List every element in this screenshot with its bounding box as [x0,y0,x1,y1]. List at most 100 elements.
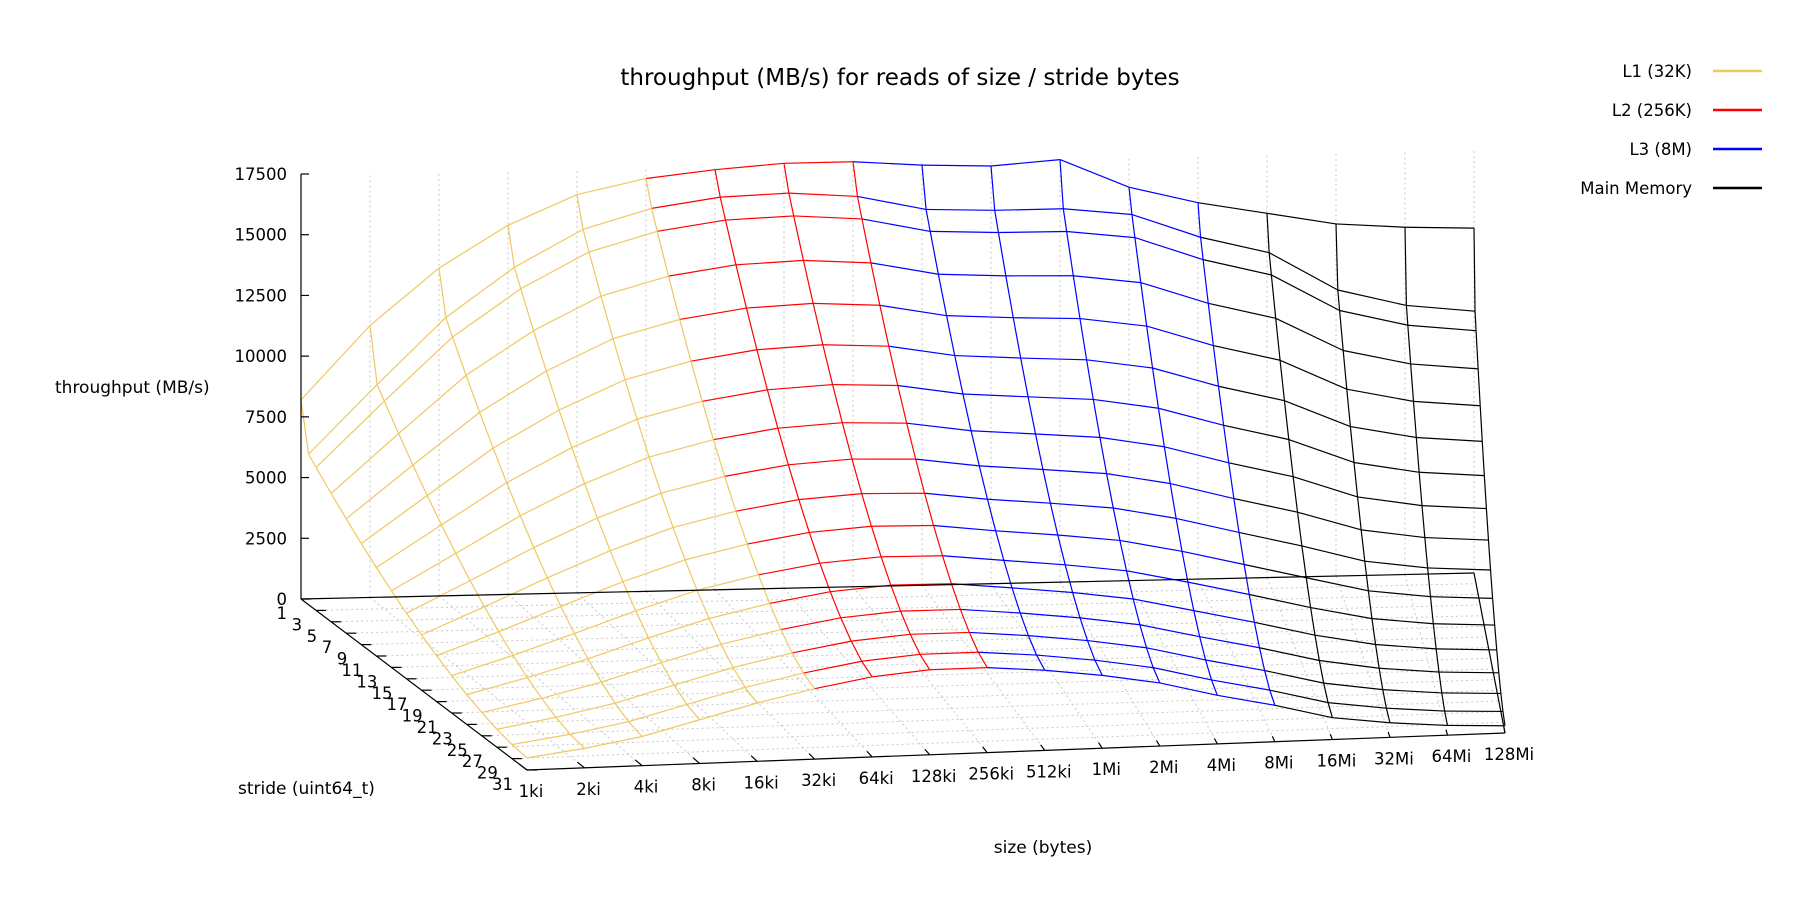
surface-mesh-line [647,637,662,663]
surface-mesh-line [1292,476,1358,498]
surface-mesh-line [651,196,721,209]
axes-layer [300,174,1506,771]
surface-mesh-line [1268,252,1272,275]
surface-mesh-line [879,305,890,347]
surface-mesh-line [1106,473,1171,485]
surface-mesh-line [1259,647,1320,662]
surface-mesh-line [792,640,852,654]
surface-mesh-line [570,721,629,735]
surface-mesh-line [1128,186,1199,204]
surface-mesh-line [1072,591,1134,600]
surface-mesh-line [1496,649,1500,673]
surface-mesh-line [1099,436,1165,448]
surface-mesh-line [1279,359,1348,390]
surface-mesh-line [1092,399,1101,438]
stride-tick-label: 15 [371,684,392,703]
surface-mesh-line [1335,223,1406,228]
surface-mesh-line [712,439,726,477]
surface-mesh-line [1310,606,1373,620]
surface-mesh-line [720,628,782,645]
surface-mesh-line [628,721,643,737]
surface-mesh-line [506,447,573,484]
surface-mesh-line [870,262,881,306]
surface-mesh-line [724,476,737,512]
surface-mesh-line [582,229,590,253]
surface-mesh-line [587,637,649,660]
surface-mesh-line [657,219,726,232]
surface-mesh-line [667,275,681,320]
surface-mesh-line [1494,625,1498,650]
size-tick-mark [519,763,528,771]
surface-mesh-line [492,447,508,483]
surface-mesh-line [1063,208,1132,216]
surface-mesh-line [300,399,310,455]
surface-mesh-line [1102,674,1160,684]
surface-mesh-line [861,493,872,527]
surface-mesh-line [888,346,899,386]
surface-mesh-line [769,603,782,630]
surface-mesh-line [1444,710,1449,726]
surface-mesh-line [612,318,680,340]
surface-mesh-line [997,232,1007,276]
surface-mesh-line [641,719,700,738]
surface-mesh-line [582,207,652,230]
surface-mesh-line [861,218,931,232]
surface-mesh-line [1438,671,1443,693]
surface-mesh-line [405,612,423,636]
surface-mesh-line [1268,252,1339,291]
surface-mesh-line [636,400,703,420]
surface-mesh-line [315,467,332,494]
z-axis-label: throughput (MB/s) [55,378,210,398]
surface-mesh-line [1410,363,1415,402]
surface-mesh-line [1427,567,1432,597]
z-tick-label: 12500 [235,286,288,305]
surface-mesh-line [978,465,989,500]
surface-mesh-line [520,251,590,290]
surface-mesh-line [968,632,979,653]
stride-tick-label: 11 [341,661,362,680]
surface-mesh-line [1169,483,1177,519]
surface-mesh-line [798,493,862,501]
surface-mesh-line [998,230,1067,234]
size-axis-ticks: 1ki 2ki 4ki 8ki 16ki 32ki 64ki 128ki 256ki 512ki 1… [519,727,1534,801]
surface-mesh-line [954,354,1021,359]
surface-mesh-line [870,526,882,557]
surface-mesh-line [970,430,980,467]
surface-mesh-line [614,702,630,723]
surface-mesh-line [479,412,494,449]
surface-mesh-line [1310,607,1316,636]
floor-grid-line [369,597,585,769]
surface-mesh-line [987,498,1051,504]
surface-mesh-line [1500,693,1504,712]
surface-mesh-line [788,193,795,217]
surface-mesh-line [1113,507,1177,519]
surface-mesh-line [933,524,996,532]
surface-mesh-line [1288,439,1294,477]
surface-mesh-line [465,330,534,376]
surface-mesh-line [1228,462,1235,499]
surface-mesh-line [1072,592,1081,619]
surface-mesh-line [915,458,980,467]
surface-mesh-line [1193,610,1255,623]
surface-mesh-line [440,524,457,554]
floor-grid-line [346,604,1481,634]
surface-mesh-line [1079,617,1140,626]
floor-grid-line [438,595,643,767]
surface-mesh-line [851,458,863,494]
surface-mesh-line [601,662,662,683]
surface-mesh-line [436,631,499,657]
surface-mesh-line [546,338,614,372]
surface-mesh-line [1086,359,1153,369]
surface-mesh-line [870,262,939,275]
surface-mesh-line [1028,634,1088,642]
surface-mesh-line [1013,317,1080,320]
floor-grid-line [316,583,1477,611]
surface-mesh-line [532,330,547,372]
surface-mesh-line [668,264,737,277]
surface-mesh-line [1441,692,1501,695]
surface-mesh-line [588,251,602,297]
surface-mesh-line [1382,689,1442,694]
surface-mesh-line [924,492,988,500]
surface-mesh-line [519,515,535,548]
surface-mesh-line [696,590,710,619]
